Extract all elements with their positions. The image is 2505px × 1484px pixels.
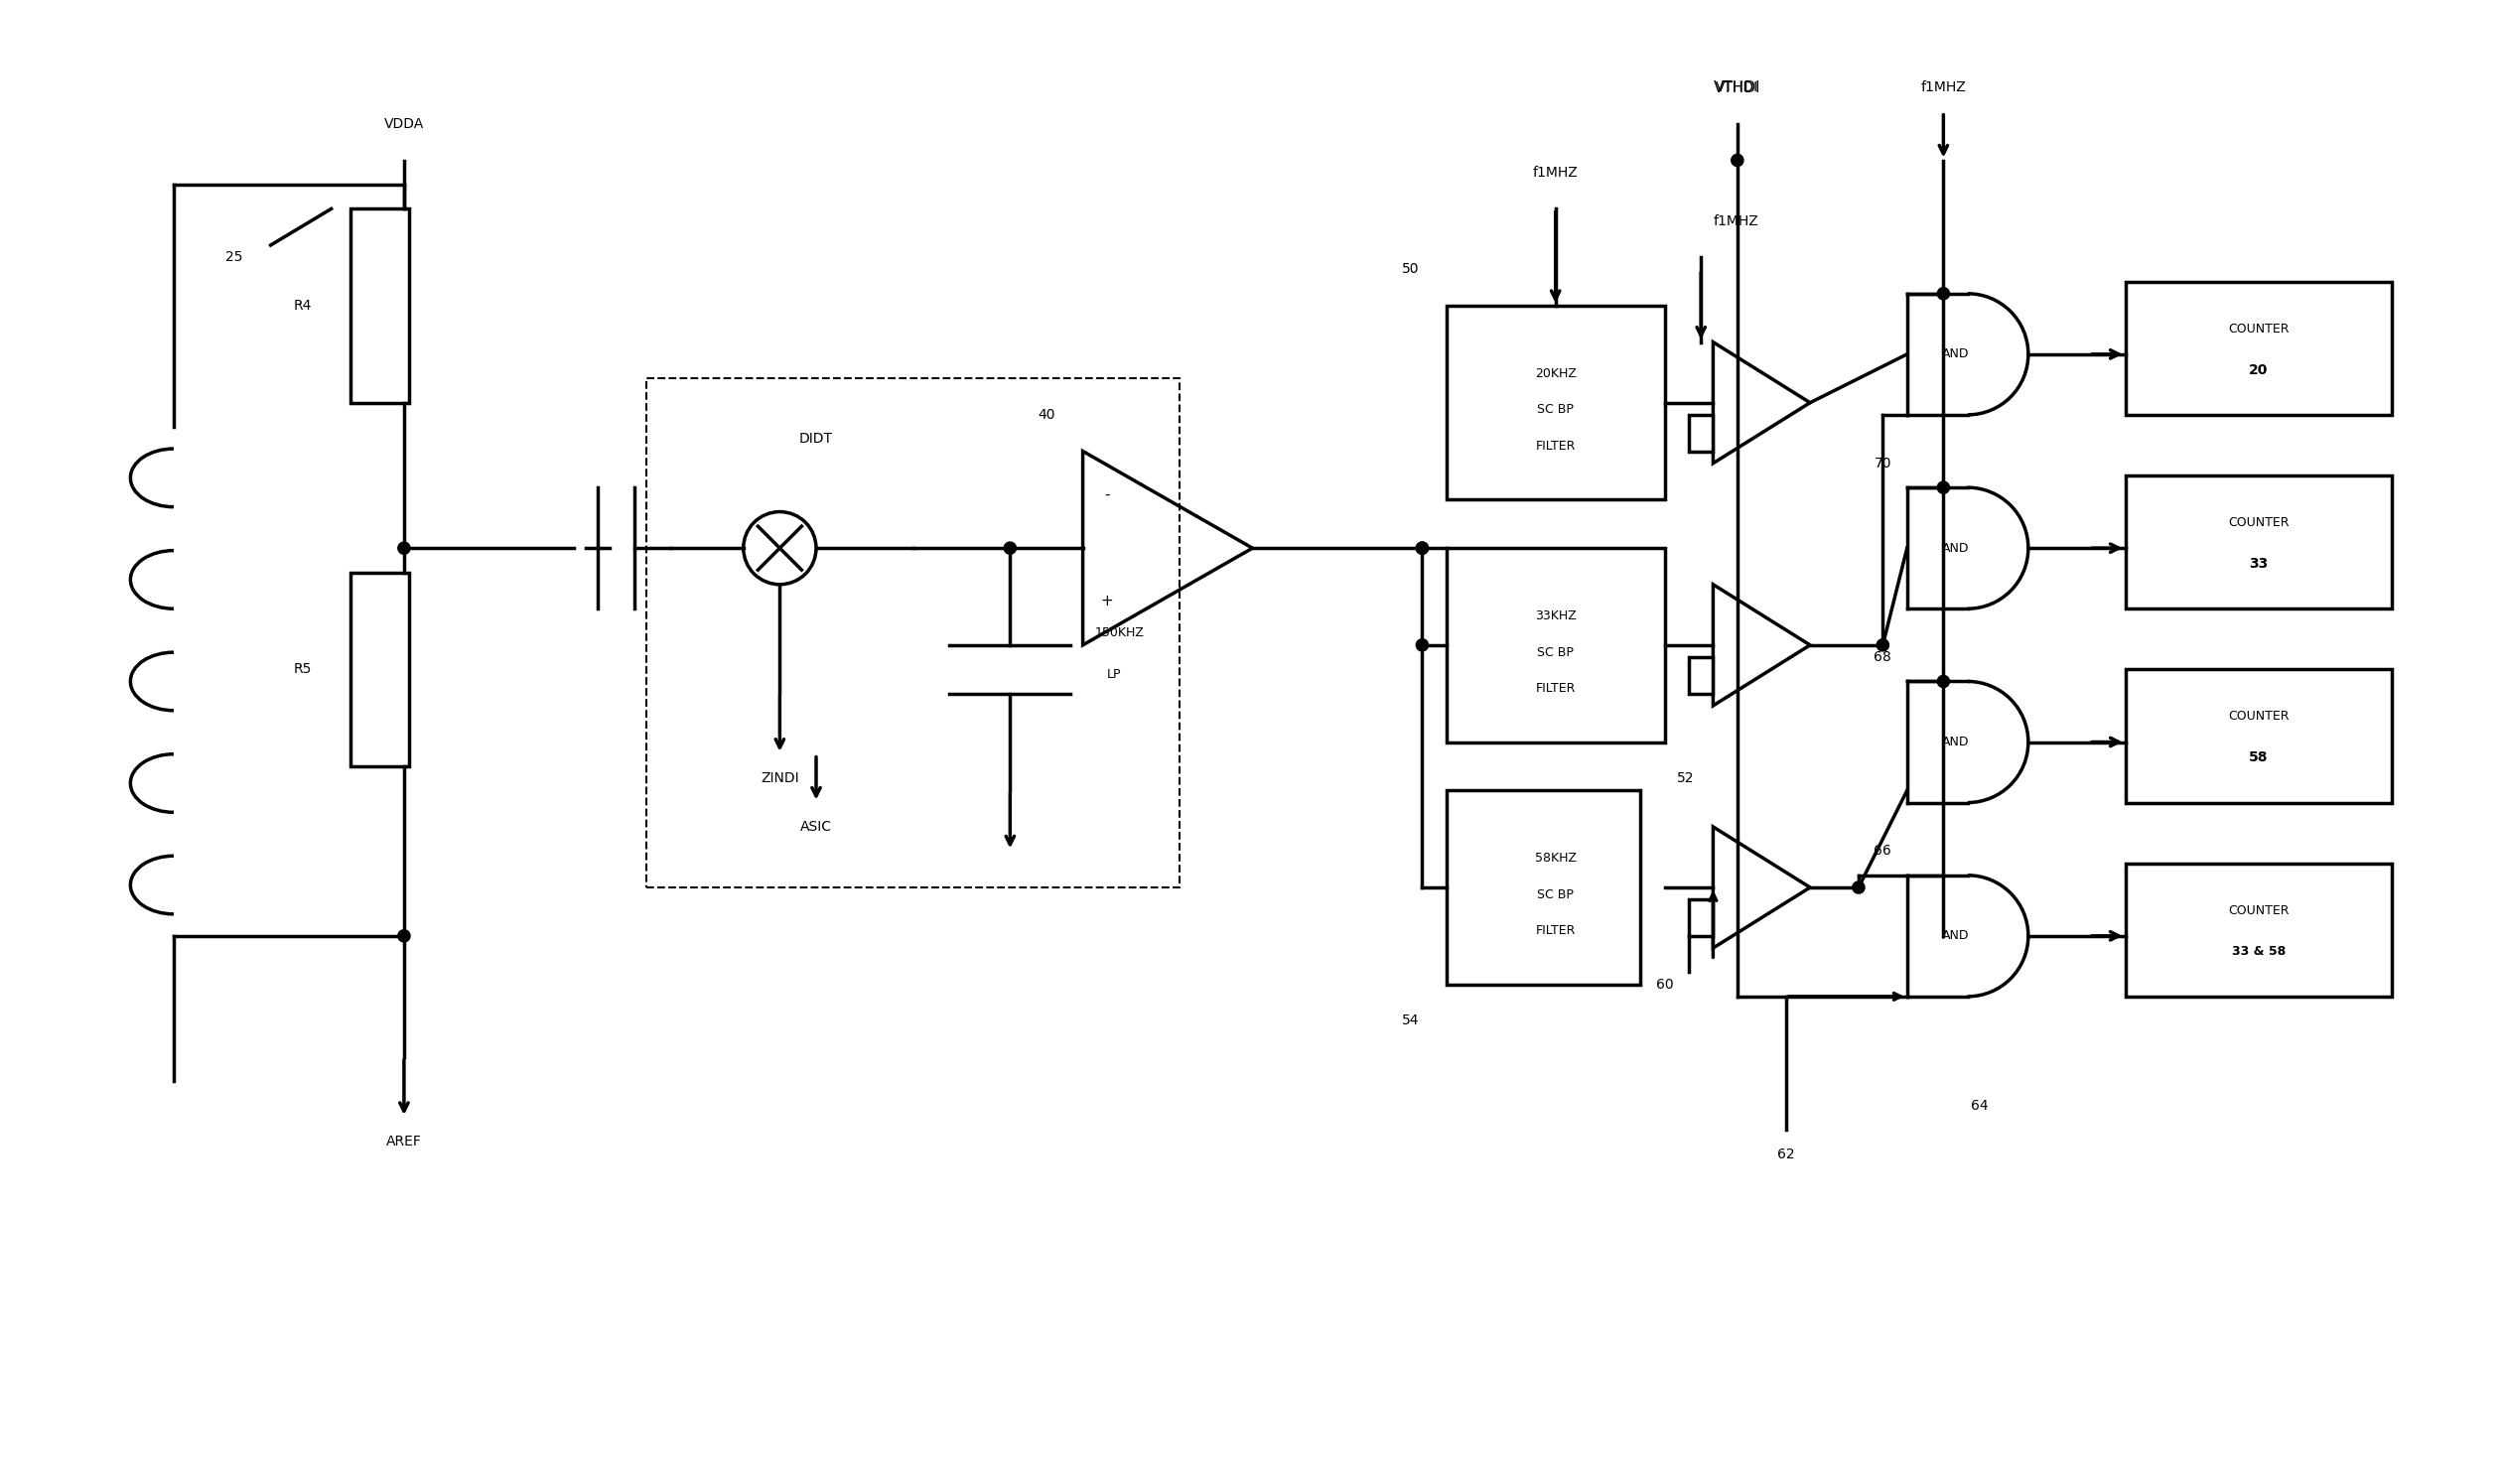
Circle shape <box>398 542 411 554</box>
Text: COUNTER: COUNTER <box>2227 711 2290 723</box>
Bar <box>2124 669 2392 803</box>
Text: 33KHZ: 33KHZ <box>1536 610 1576 622</box>
Text: COUNTER: COUNTER <box>2227 904 2290 917</box>
Circle shape <box>398 930 411 942</box>
Bar <box>1445 548 1666 742</box>
Text: R4: R4 <box>293 298 311 313</box>
Bar <box>351 209 408 402</box>
Text: AND: AND <box>1941 542 1969 555</box>
Circle shape <box>1876 640 1889 651</box>
Text: ASIC: ASIC <box>799 819 832 834</box>
Text: 50: 50 <box>1400 263 1418 276</box>
Bar <box>1688 416 1713 451</box>
Text: 20: 20 <box>2249 364 2267 377</box>
Circle shape <box>1415 542 1428 554</box>
Text: VTHDI: VTHDI <box>1713 80 1761 95</box>
Text: 20KHZ: 20KHZ <box>1536 367 1576 380</box>
Text: f1MHZ: f1MHZ <box>1921 80 1966 95</box>
Circle shape <box>1854 881 1864 893</box>
Text: 33: 33 <box>2249 556 2267 571</box>
Text: 70: 70 <box>1874 456 1891 470</box>
Text: VDDA: VDDA <box>383 117 423 131</box>
Text: 68: 68 <box>1874 650 1891 665</box>
Text: AND: AND <box>1941 736 1969 748</box>
Text: AND: AND <box>1941 929 1969 942</box>
Text: R5: R5 <box>293 662 311 677</box>
Circle shape <box>1731 154 1743 166</box>
Text: 58: 58 <box>2249 751 2267 764</box>
Bar <box>2124 864 2392 996</box>
Circle shape <box>1415 542 1428 554</box>
Text: 66: 66 <box>1874 844 1891 858</box>
Text: 40: 40 <box>1037 408 1055 421</box>
Circle shape <box>1936 675 1949 687</box>
Text: 150KHZ: 150KHZ <box>1095 626 1145 640</box>
Circle shape <box>1005 542 1017 554</box>
Bar <box>1688 899 1713 936</box>
Text: 60: 60 <box>1656 978 1673 991</box>
Text: +: + <box>1100 594 1112 608</box>
Text: FILTER: FILTER <box>1536 925 1576 938</box>
Bar <box>1445 306 1666 500</box>
Text: 58KHZ: 58KHZ <box>1536 852 1576 865</box>
Text: f1MHZ: f1MHZ <box>1713 214 1759 229</box>
Text: AREF: AREF <box>386 1135 421 1149</box>
Text: SC BP: SC BP <box>1538 646 1573 659</box>
Circle shape <box>1936 288 1949 300</box>
Bar <box>1688 657 1713 693</box>
Bar <box>646 378 1180 887</box>
Text: AND: AND <box>1941 347 1969 361</box>
Circle shape <box>1415 640 1428 651</box>
Text: 54: 54 <box>1400 1014 1418 1028</box>
Text: 52: 52 <box>1676 772 1693 785</box>
Bar <box>1445 791 1641 984</box>
Text: DIDT: DIDT <box>799 432 834 447</box>
Text: 33 & 58: 33 & 58 <box>2232 945 2285 959</box>
Text: FILTER: FILTER <box>1536 683 1576 695</box>
Text: SC BP: SC BP <box>1538 404 1573 417</box>
Bar <box>2124 282 2392 416</box>
Text: LP: LP <box>1107 668 1122 681</box>
Text: SC BP: SC BP <box>1538 889 1573 901</box>
Text: COUNTER: COUNTER <box>2227 322 2290 335</box>
Text: FILTER: FILTER <box>1536 439 1576 453</box>
Text: 64: 64 <box>1971 1098 1989 1113</box>
Bar <box>2124 475 2392 608</box>
Circle shape <box>1936 481 1949 494</box>
Text: ZINDI: ZINDI <box>762 772 799 785</box>
Text: f1MHZ: f1MHZ <box>1533 166 1578 180</box>
Text: COUNTER: COUNTER <box>2227 516 2290 530</box>
Text: VTHDI: VTHDI <box>1716 80 1759 95</box>
Bar <box>351 573 408 766</box>
Text: 25: 25 <box>225 251 243 264</box>
Text: -: - <box>1105 487 1110 502</box>
Text: 62: 62 <box>1776 1147 1794 1160</box>
